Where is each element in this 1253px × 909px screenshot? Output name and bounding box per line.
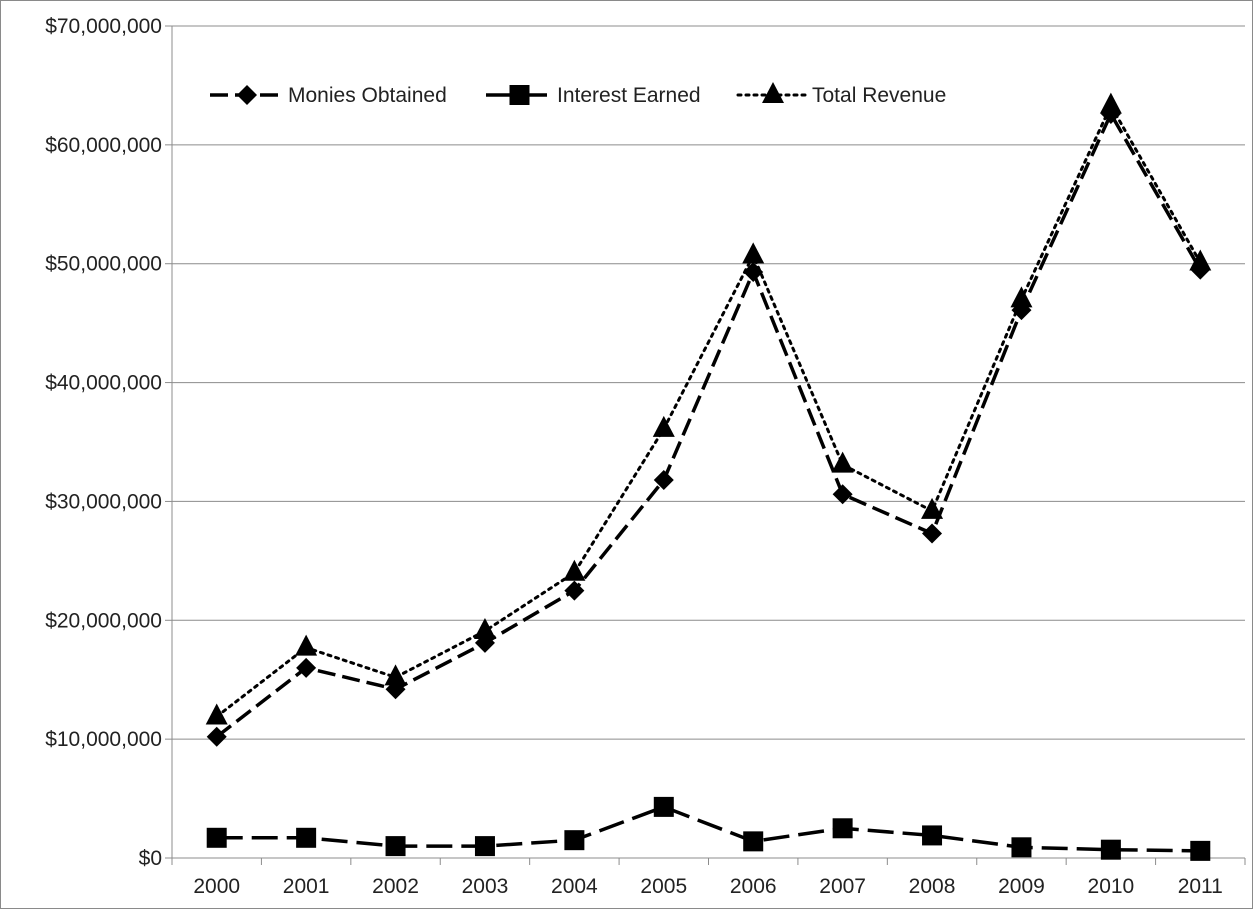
legend-item-interest-earned: Interest Earned [486, 84, 701, 107]
legend-item-total-revenue: Total Revenue [736, 81, 946, 107]
data-point-total-revenue [831, 451, 854, 473]
data-point-monies-obtained [832, 484, 853, 505]
series-markers [205, 92, 1212, 861]
data-point-total-revenue [473, 617, 496, 639]
data-point-monies-obtained [206, 726, 227, 747]
x-tick-label: 2002 [372, 875, 419, 898]
legend-label-total-revenue: Total Revenue [812, 84, 946, 107]
x-axis-tick-labels: 2000 2001 2002 2003 2004 2005 2006 2007 2008 2009… [193, 875, 1223, 898]
data-point-interest-earned [653, 796, 674, 817]
x-tick-label: 2008 [909, 875, 956, 898]
y-axis-tick-labels: $0 $10,000,000 $20,000,000 $30,000,000 $40,0… [45, 15, 162, 870]
x-tick-label: 2010 [1088, 875, 1135, 898]
y-tick-label: $0 [139, 847, 162, 870]
x-tick-label: 2000 [193, 875, 240, 898]
data-point-monies-obtained [296, 657, 317, 678]
data-point-interest-earned [743, 831, 764, 852]
x-tick-label: 2011 [1178, 875, 1223, 898]
x-tick-label: 2007 [819, 875, 866, 898]
legend-label-interest-earned: Interest Earned [557, 84, 701, 107]
data-point-interest-earned [832, 818, 853, 839]
data-point-total-revenue [1189, 249, 1212, 271]
gridlines [172, 25, 1245, 740]
axes [165, 25, 1246, 865]
legend-item-monies-obtained: Monies Obtained [210, 84, 447, 107]
data-point-monies-obtained [922, 523, 943, 544]
data-point-interest-earned [474, 836, 495, 857]
data-point-interest-earned [1100, 839, 1121, 860]
data-point-interest-earned [1011, 837, 1032, 858]
data-point-interest-earned [922, 825, 943, 846]
y-tick-label: $20,000,000 [45, 609, 162, 632]
data-point-total-revenue [295, 634, 318, 656]
y-tick-label: $30,000,000 [45, 490, 162, 513]
x-tick-label: 2001 [283, 875, 330, 898]
y-tick-label: $60,000,000 [45, 134, 162, 157]
data-point-total-revenue [205, 703, 228, 725]
legend-marker-interest-earned [509, 85, 530, 105]
data-point-interest-earned [385, 836, 406, 857]
x-tick-label: 2003 [462, 875, 509, 898]
series-lines [215, 102, 1202, 853]
legend-label-monies-obtained: Monies Obtained [288, 84, 447, 107]
x-tick-label: 2005 [640, 875, 687, 898]
legend: Monies Obtained Interest Earned Total Reve… [210, 81, 946, 107]
y-tick-label: $50,000,000 [45, 253, 162, 276]
data-point-total-revenue [384, 664, 407, 686]
data-point-interest-earned [1190, 840, 1211, 861]
data-point-total-revenue [563, 559, 586, 581]
data-point-total-revenue [1099, 92, 1122, 114]
data-point-monies-obtained [564, 580, 585, 601]
legend-marker-total-revenue [762, 81, 784, 103]
data-point-interest-earned [296, 827, 317, 848]
data-point-monies-obtained [653, 470, 674, 491]
x-tick-label: 2004 [551, 875, 598, 898]
data-point-interest-earned [206, 827, 227, 848]
data-point-total-revenue [921, 497, 944, 519]
y-tick-label: $10,000,000 [45, 728, 162, 751]
legend-marker-monies-obtained [237, 85, 257, 105]
x-tick-label: 2006 [730, 875, 777, 898]
x-tick-label: 2009 [998, 875, 1045, 898]
y-tick-label: $40,000,000 [45, 372, 162, 395]
y-tick-label: $70,000,000 [45, 15, 162, 38]
series-line-monies-obtained [215, 110, 1202, 739]
data-point-total-revenue [652, 415, 675, 437]
data-point-total-revenue [1010, 286, 1033, 308]
series-line-total-revenue [215, 102, 1202, 719]
data-point-interest-earned [564, 830, 585, 851]
data-point-total-revenue [742, 242, 765, 264]
data-point-monies-obtained [743, 262, 764, 283]
series-line-interest-earned [216, 805, 1201, 853]
